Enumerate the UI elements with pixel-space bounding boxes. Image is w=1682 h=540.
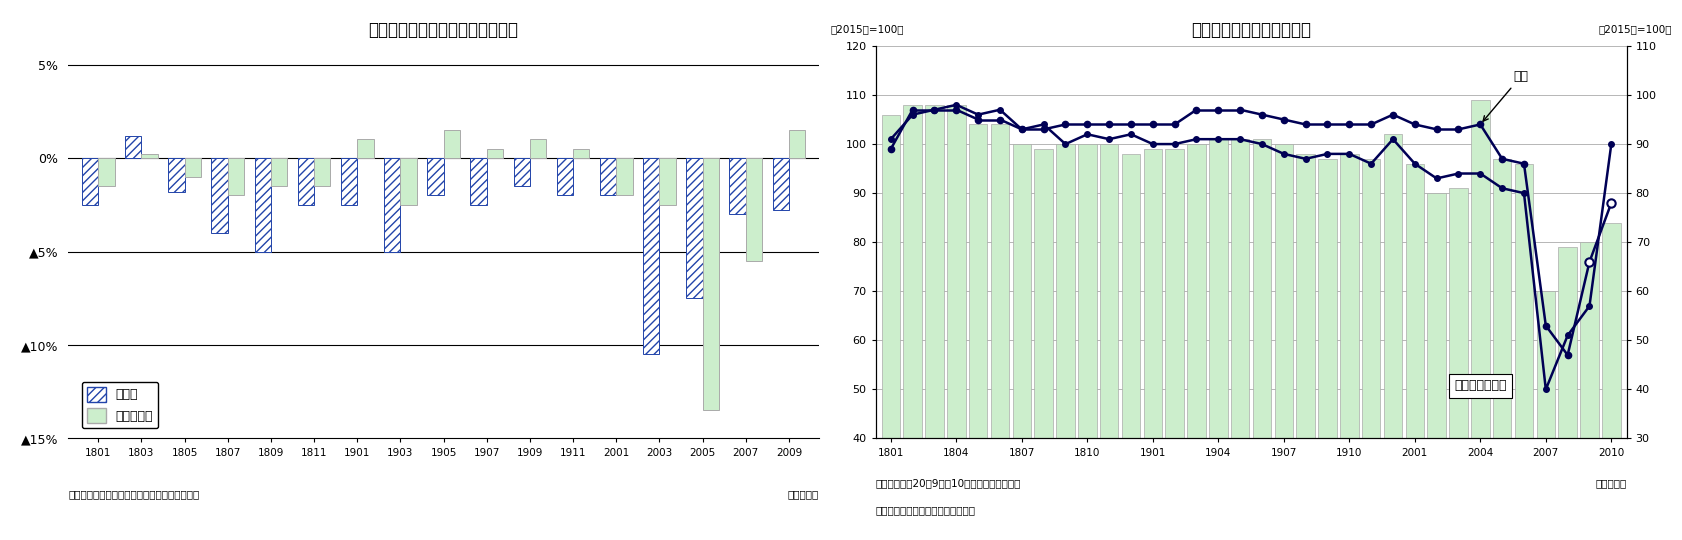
Bar: [227, 158, 244, 195]
Bar: [1579, 242, 1598, 540]
Bar: [1448, 188, 1467, 540]
Bar: [298, 158, 315, 205]
Bar: [947, 105, 965, 540]
Bar: [1514, 164, 1532, 540]
Bar: [1361, 159, 1379, 540]
Bar: [124, 136, 141, 158]
Bar: [772, 158, 789, 211]
Bar: [1404, 164, 1423, 540]
Bar: [271, 158, 288, 186]
Bar: [469, 158, 486, 205]
Text: （年・月）: （年・月）: [787, 490, 819, 500]
Bar: [1295, 154, 1314, 540]
Bar: [168, 158, 185, 192]
Bar: [1492, 159, 1510, 540]
Bar: [1034, 149, 1053, 540]
Bar: [643, 158, 659, 354]
Bar: [659, 158, 676, 205]
Bar: [357, 139, 373, 158]
Bar: [1426, 193, 1445, 540]
Bar: [486, 148, 503, 158]
Bar: [513, 158, 530, 186]
Text: （年・月）: （年・月）: [1595, 478, 1625, 488]
Legend: 実現率, 予測修正率: 実現率, 予測修正率: [82, 382, 158, 428]
Bar: [616, 158, 632, 195]
Title: 最近の実現率、予測修正率の推移: 最近の実現率、予測修正率の推移: [368, 21, 518, 39]
Bar: [574, 148, 589, 158]
Bar: [82, 158, 98, 205]
Bar: [1186, 144, 1204, 540]
Bar: [315, 158, 330, 186]
Bar: [1078, 144, 1097, 540]
Text: 在庫（右目盛）: 在庫（右目盛）: [1453, 380, 1505, 393]
Bar: [1601, 222, 1620, 540]
Bar: [383, 158, 400, 252]
Bar: [1142, 149, 1161, 540]
Text: 生産: 生産: [1482, 70, 1527, 121]
Bar: [530, 139, 547, 158]
Bar: [1383, 134, 1401, 540]
Bar: [1013, 144, 1031, 540]
Bar: [1536, 291, 1554, 540]
Bar: [686, 158, 701, 298]
Bar: [254, 158, 271, 252]
Bar: [991, 124, 1009, 540]
Bar: [745, 158, 762, 261]
Text: （2015年=100）: （2015年=100）: [1598, 24, 1670, 34]
Bar: [212, 158, 227, 233]
Bar: [141, 154, 158, 158]
Bar: [1056, 144, 1075, 540]
Bar: [1470, 100, 1489, 540]
Bar: [341, 158, 357, 205]
Bar: [881, 114, 900, 540]
Bar: [400, 158, 417, 205]
Bar: [925, 105, 944, 540]
Bar: [701, 158, 718, 410]
Bar: [1317, 159, 1336, 540]
Text: （注）生産の20年9月、10月は予測指数で延長: （注）生産の20年9月、10月は予測指数で延長: [875, 478, 1021, 488]
Bar: [1251, 139, 1270, 540]
Bar: [1339, 154, 1357, 540]
Bar: [1230, 139, 1248, 540]
Bar: [427, 158, 444, 195]
Bar: [1100, 144, 1119, 540]
Bar: [728, 158, 745, 214]
Bar: [789, 130, 804, 158]
Bar: [444, 130, 459, 158]
Bar: [98, 158, 114, 186]
Bar: [969, 124, 987, 540]
Text: （資料）経済産業省「製造工業生産予測指数」: （資料）経済産業省「製造工業生産予測指数」: [67, 490, 198, 500]
Bar: [1208, 139, 1226, 540]
Bar: [1558, 247, 1576, 540]
Bar: [1273, 144, 1292, 540]
Text: （資料）経済産業省「鉱工業指数」: （資料）経済産業省「鉱工業指数」: [875, 505, 976, 515]
Title: 輸送機械の生産、在庫動向: 輸送機械の生産、在庫動向: [1191, 21, 1310, 39]
Bar: [557, 158, 574, 195]
Bar: [185, 158, 200, 177]
Bar: [903, 105, 922, 540]
Bar: [1164, 149, 1182, 540]
Text: （2015年=100）: （2015年=100）: [829, 24, 903, 34]
Bar: [1120, 154, 1140, 540]
Bar: [599, 158, 616, 195]
